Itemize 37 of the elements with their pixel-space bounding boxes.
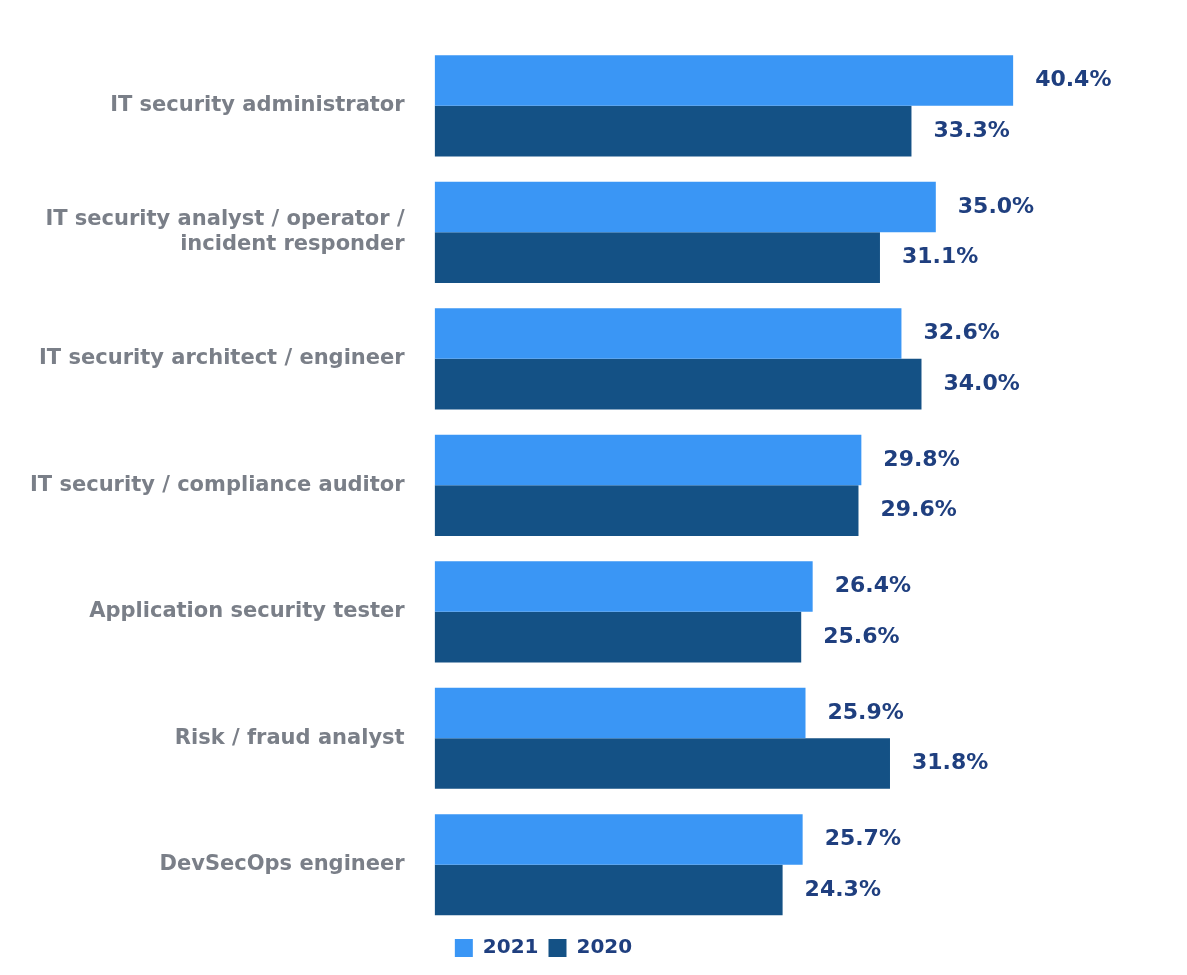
bar <box>434 55 1014 106</box>
legend-label: 2020 <box>576 934 633 959</box>
bar <box>434 485 859 536</box>
data-label: 31.8% <box>911 749 989 775</box>
y-tick-label: DevSecOps engineer <box>159 851 406 876</box>
y-tick-label: Application security tester <box>89 598 406 623</box>
y-tick-label: IT security analyst / operator / incident responder <box>45 206 406 256</box>
bar <box>434 687 806 739</box>
data-label: 25.6% <box>823 622 900 648</box>
data-label: 40.4% <box>1035 66 1112 92</box>
bar <box>434 105 912 157</box>
data-label: 29.8% <box>883 445 960 471</box>
bar <box>434 738 890 789</box>
data-label: 26.4% <box>834 572 911 598</box>
data-label: 24.3% <box>804 875 881 901</box>
bar <box>434 611 802 663</box>
bar <box>434 814 803 865</box>
data-label: 32.6% <box>923 319 1000 345</box>
y-tick-label: IT security administrator <box>110 92 406 117</box>
bar <box>434 181 936 233</box>
y-tick-label: Risk / fraud analyst <box>174 724 405 749</box>
bar <box>434 434 862 486</box>
data-label: 31.1% <box>901 243 979 269</box>
y-tick-label: IT security / compliance auditor <box>29 471 406 496</box>
bar <box>434 358 922 410</box>
data-label: 25.9% <box>827 698 904 724</box>
data-label: 35.0% <box>957 192 1035 218</box>
bar <box>434 561 813 612</box>
data-label: 33.3% <box>933 116 1010 142</box>
bar <box>434 864 783 916</box>
bar <box>434 308 902 359</box>
data-label: 25.7% <box>824 825 901 851</box>
y-tick-label: IT security architect / engineer <box>39 345 406 370</box>
legend-label: 2021 <box>482 934 539 959</box>
bar <box>434 232 880 283</box>
data-label: 34.0% <box>943 369 1020 395</box>
data-label: 29.6% <box>880 496 957 522</box>
